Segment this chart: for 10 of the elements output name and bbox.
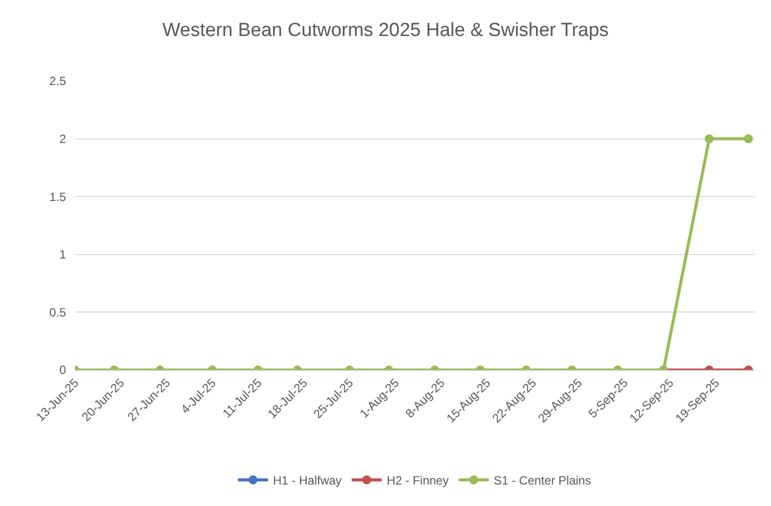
y-tick-label: 2.5 xyxy=(49,74,66,88)
legend-label: H1 - Halfway xyxy=(273,474,342,488)
chart-title: Western Bean Cutworms 2025 Hale & Swisher Traps xyxy=(162,20,609,42)
legend-label: S1 - Center Plains xyxy=(494,474,592,488)
y-tick-label: 0.5 xyxy=(49,305,66,320)
y-tick-label: 1 xyxy=(59,248,66,262)
y-tick-label: 0 xyxy=(59,363,66,378)
legend-label: H2 - Finney xyxy=(386,474,449,488)
y-tick-label: 2 xyxy=(59,132,66,146)
y-tick-label: 1.5 xyxy=(49,190,66,204)
